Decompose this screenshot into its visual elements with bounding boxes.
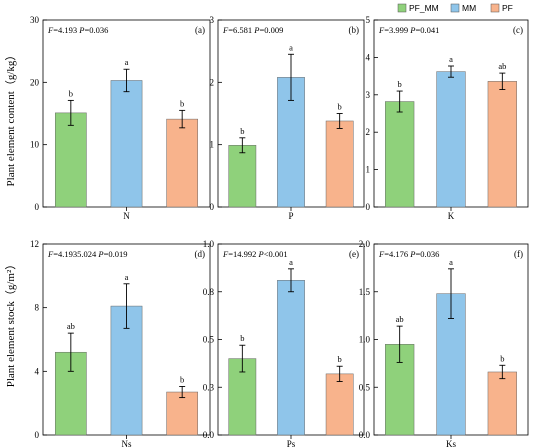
- panel-tag: (c): [513, 25, 523, 35]
- significance-letter: b: [398, 79, 402, 89]
- stat-annotation: F=14.992 P<0.001: [222, 249, 288, 259]
- x-category-label: K: [448, 211, 455, 221]
- significance-letter: a: [289, 257, 293, 267]
- panel-tag: (e): [349, 249, 359, 259]
- stat-annotation: F=4.176 P=0.036: [378, 249, 439, 259]
- bar-mm: [110, 80, 143, 208]
- bar-pf: [166, 118, 199, 208]
- significance-letter: b: [240, 333, 244, 343]
- x-category-label: Ps: [287, 439, 296, 448]
- panel-tag: (f): [514, 249, 523, 259]
- legend-swatch-mm: [450, 3, 460, 13]
- x-category-label: Ks: [446, 439, 456, 448]
- y-tick-label: 8: [35, 303, 40, 313]
- panel-tag: (b): [349, 25, 360, 35]
- bar-pf: [325, 373, 354, 436]
- bar-pf: [487, 371, 517, 436]
- y-tick-label: 30: [30, 15, 40, 25]
- stat-annotation: F=3.999 P=0.041: [378, 25, 439, 35]
- significance-letter: ab: [67, 321, 75, 331]
- y-tick-label: 0.5: [359, 382, 371, 392]
- y-tick-label: 2.0: [359, 239, 371, 249]
- y-tick-label: 3: [366, 90, 371, 100]
- legend-swatch-pf: [490, 3, 500, 13]
- y-tick-label: 5: [366, 15, 371, 25]
- y-axis-title-top: Plant element content（g/kg）: [4, 50, 17, 187]
- y-tick-label: 3: [210, 15, 215, 25]
- bar-pf: [325, 120, 354, 208]
- significance-letter: b: [180, 98, 184, 108]
- y-tick-label: 0: [35, 202, 40, 212]
- legend-swatch-pf-mm: [397, 3, 407, 13]
- y-tick-label: 1.0: [203, 239, 215, 249]
- y-tick-label: 0.0: [359, 430, 371, 440]
- bar-pf: [166, 391, 199, 436]
- y-tick-label: 1.0: [359, 335, 371, 345]
- significance-letter: a: [449, 257, 453, 267]
- bar-mm: [436, 71, 466, 208]
- y-tick-label: 0.8: [203, 287, 215, 297]
- y-tick-label: 10: [30, 140, 40, 150]
- significance-letter: b: [180, 374, 184, 384]
- y-tick-label: 12: [30, 239, 39, 249]
- stat-annotation: F=6.581 P=0.009: [222, 25, 283, 35]
- significance-letter: ab: [498, 61, 506, 71]
- y-tick-label: 1: [366, 165, 371, 175]
- significance-letter: b: [338, 354, 342, 364]
- bar-pf: [487, 81, 517, 208]
- significance-letter: a: [289, 42, 293, 52]
- bar-pf-mm: [385, 101, 415, 208]
- y-axis-title-bottom: Plant element stock（g/m²）: [4, 259, 17, 388]
- panel-tag: (a): [195, 25, 205, 35]
- y-tick-label: 4: [35, 366, 40, 376]
- y-tick-label: 20: [30, 77, 40, 87]
- significance-letter: b: [69, 88, 73, 98]
- y-tick-label: 0: [210, 202, 215, 212]
- legend-label-mm: MM: [462, 3, 476, 13]
- significance-letter: b: [240, 126, 244, 136]
- panel-1: 0 1 2 3 F=6.581 P=0.009 (b) b a b P: [210, 15, 365, 221]
- legend-label-pf: PF: [502, 3, 513, 13]
- significance-letter: ab: [396, 314, 404, 324]
- significance-letter: b: [500, 353, 504, 363]
- panel-2: 0 1 2 3 4 5 F=3.999 P=0.041 (c) b a ab K: [366, 15, 529, 221]
- panel-0: 0 10 20 30 F=4.193 P=0.036 (a) b a b N: [30, 15, 211, 221]
- x-category-label: N: [123, 211, 130, 221]
- bar-pf-mm: [228, 145, 257, 208]
- y-tick-label: 1.5: [359, 287, 371, 297]
- significance-letter: a: [449, 54, 453, 64]
- legend: PF_MM MM PF: [397, 3, 513, 13]
- x-category-label: P: [288, 211, 293, 221]
- panel-tag: (d): [195, 249, 206, 259]
- y-tick-label: 0: [35, 430, 40, 440]
- significance-letter: a: [125, 57, 129, 67]
- legend-label-pf-mm: PF_MM: [409, 3, 439, 13]
- y-tick-label: 0.5: [203, 335, 215, 345]
- panel-4: 0.0 0.3 0.5 0.8 1.0 F=14.992 P<0.001 (e) b a b Ps: [203, 239, 365, 448]
- x-category-label: Ns: [121, 439, 131, 448]
- y-tick-label: 1: [210, 140, 215, 150]
- bar-pf-mm: [54, 112, 87, 208]
- significance-letter: a: [125, 272, 129, 282]
- y-tick-label: 0: [366, 202, 371, 212]
- stat-annotation: F=4.1935.024 P=0.019: [47, 249, 128, 259]
- stat-annotation: F=4.193 P=0.036: [47, 25, 108, 35]
- y-tick-label: 0.3: [203, 382, 215, 392]
- y-tick-label: 4: [366, 52, 371, 62]
- bar-mm: [277, 280, 305, 436]
- y-tick-label: 0.0: [203, 430, 215, 440]
- significance-letter: b: [338, 102, 342, 112]
- y-tick-label: 2: [210, 77, 215, 87]
- y-tick-label: 2: [366, 127, 371, 137]
